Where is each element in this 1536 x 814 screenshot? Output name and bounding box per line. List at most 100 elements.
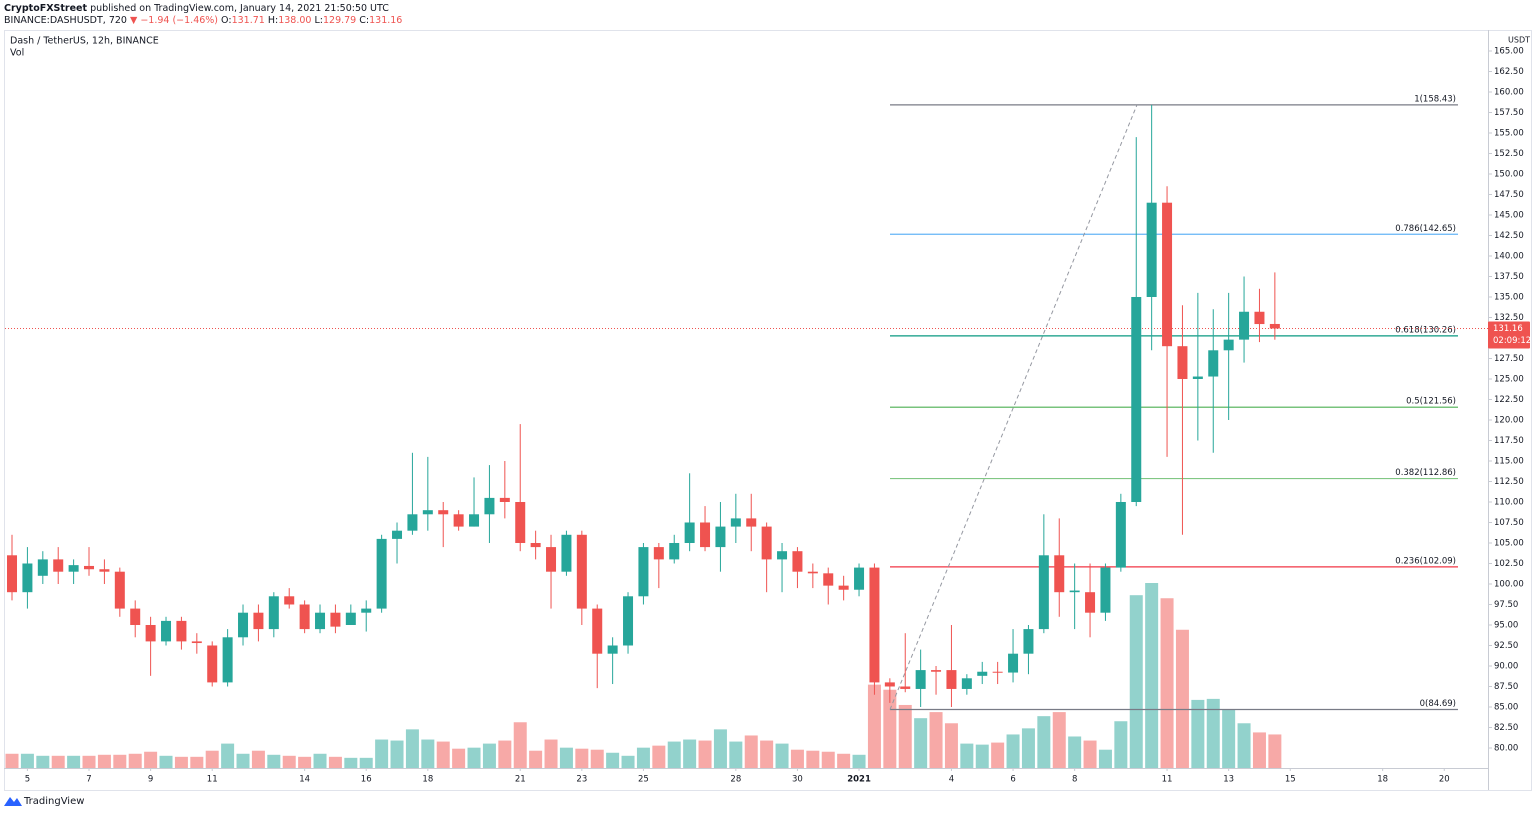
volume-bar: [513, 722, 527, 768]
x-tick-label: 18: [1377, 775, 1388, 785]
chart-title: Dash / TetherUS, 12h, BINANCE: [10, 36, 159, 47]
y-tick-label: 97.50: [1494, 600, 1518, 610]
y-tick-label: 157.50: [1494, 108, 1524, 118]
fib-label: 0(84.69): [1420, 699, 1456, 709]
volume-bar: [1114, 721, 1128, 768]
y-tick-label: 155.00: [1494, 128, 1524, 138]
volume-bar: [1160, 598, 1174, 768]
candle-body: [68, 565, 79, 572]
candle-body: [792, 551, 803, 572]
candle-body: [1023, 629, 1034, 654]
published: published on TradingView.com, January 14…: [90, 3, 389, 14]
volume-bar: [975, 744, 989, 768]
header-line-2: BINANCE:DASHUSDT, 720 ▼ −1.94 (−1.46%) O…: [4, 15, 402, 26]
volume-bar: [1098, 749, 1112, 768]
volume-bar: [51, 755, 65, 768]
volume-bar: [729, 741, 743, 768]
ohlc-o: 131.71: [232, 15, 265, 26]
volume-bar: [1006, 734, 1020, 768]
volume-bar: [251, 750, 265, 768]
candle-body: [854, 567, 865, 590]
price-unit: USDT: [1508, 36, 1530, 45]
x-tick-label: 5: [25, 775, 30, 785]
candle-body: [407, 514, 418, 531]
candle-body: [284, 596, 295, 605]
volume-bar: [113, 754, 127, 768]
volume-bar: [559, 747, 573, 768]
candle-body: [1069, 590, 1080, 593]
fib-label: 0.236(102.09): [1395, 556, 1456, 566]
volume-bar: [852, 754, 866, 768]
volume-bar: [190, 756, 204, 768]
y-tick-label: 80.00: [1494, 743, 1518, 753]
volume-bar: [205, 750, 219, 768]
candle-body: [84, 565, 95, 570]
candle-body: [761, 526, 772, 560]
x-tick-label: 14: [299, 775, 310, 785]
publisher: CryptoFXStreet: [4, 3, 87, 14]
candle-body: [961, 678, 972, 689]
candle-body: [1115, 501, 1126, 568]
volume-bar: [683, 739, 697, 768]
x-tick-label: 20: [1439, 775, 1450, 785]
y-tick-label: 150.00: [1494, 169, 1524, 179]
candle-body: [684, 522, 695, 543]
ohlc-l-key: L:: [314, 15, 323, 26]
volume-bar: [267, 754, 281, 768]
candle-body: [392, 530, 403, 539]
candle-body: [161, 620, 172, 642]
volume-bar: [498, 740, 512, 768]
volume-bar: [806, 750, 820, 768]
candle-body: [807, 571, 818, 574]
candle-body: [268, 596, 279, 630]
candle-body: [1054, 555, 1065, 593]
candle-body: [1239, 311, 1250, 340]
volume-bar: [636, 747, 650, 768]
volume-bar: [837, 753, 851, 768]
ohlc-o-key: O:: [221, 15, 232, 26]
candle-body: [207, 645, 218, 683]
y-tick-label: 85.00: [1494, 702, 1518, 712]
volume-bar: [282, 755, 296, 768]
y-tick-label: 145.00: [1494, 210, 1524, 220]
y-tick-label: 90.00: [1494, 661, 1518, 671]
candle-body: [915, 670, 926, 689]
volume-bar: [944, 723, 958, 768]
volume-bar: [775, 743, 789, 768]
y-tick-label: 120.00: [1494, 415, 1524, 425]
volume-bar: [1068, 736, 1082, 768]
last-price-label: 131.16: [1493, 324, 1523, 334]
candle-body: [145, 624, 156, 642]
y-tick-label: 160.00: [1494, 87, 1524, 97]
y-tick-label: 132.50: [1494, 313, 1524, 323]
x-tick-label: 4: [949, 775, 954, 785]
candle-body: [607, 645, 618, 654]
volume-bar: [991, 742, 1005, 768]
plot: 1(158.43) 0.786(142.65) 0.618(130.26) 0.5(1…: [5, 94, 1488, 768]
x-tick-label: 15: [1285, 775, 1296, 785]
change: ▼ −1.94 (−1.46%): [130, 15, 218, 26]
candle-body: [838, 585, 849, 590]
candle-body: [1177, 346, 1188, 379]
candle-body: [946, 670, 957, 689]
candle-body: [623, 596, 634, 646]
candle-body: [1131, 296, 1142, 502]
volume-bar: [390, 740, 404, 768]
volume-bar: [744, 735, 758, 768]
volume-bar: [821, 751, 835, 768]
y-tick-label: 115.00: [1494, 456, 1524, 466]
volume-bar: [898, 704, 912, 768]
fib-label: 0.786(142.65): [1395, 224, 1456, 234]
volume-bar: [606, 752, 620, 768]
candle-body: [114, 571, 125, 609]
candle-body: [576, 534, 587, 609]
y-tick-label: 135.00: [1494, 292, 1524, 302]
candle-body: [376, 538, 387, 609]
volume-bar: [144, 751, 158, 768]
volume-bar: [713, 729, 727, 768]
candle-body: [315, 612, 326, 630]
x-tick-label: 30: [792, 775, 803, 785]
candle-body: [253, 612, 264, 630]
countdown: 02:09:12: [1493, 336, 1531, 346]
volume-bar: [236, 753, 250, 768]
